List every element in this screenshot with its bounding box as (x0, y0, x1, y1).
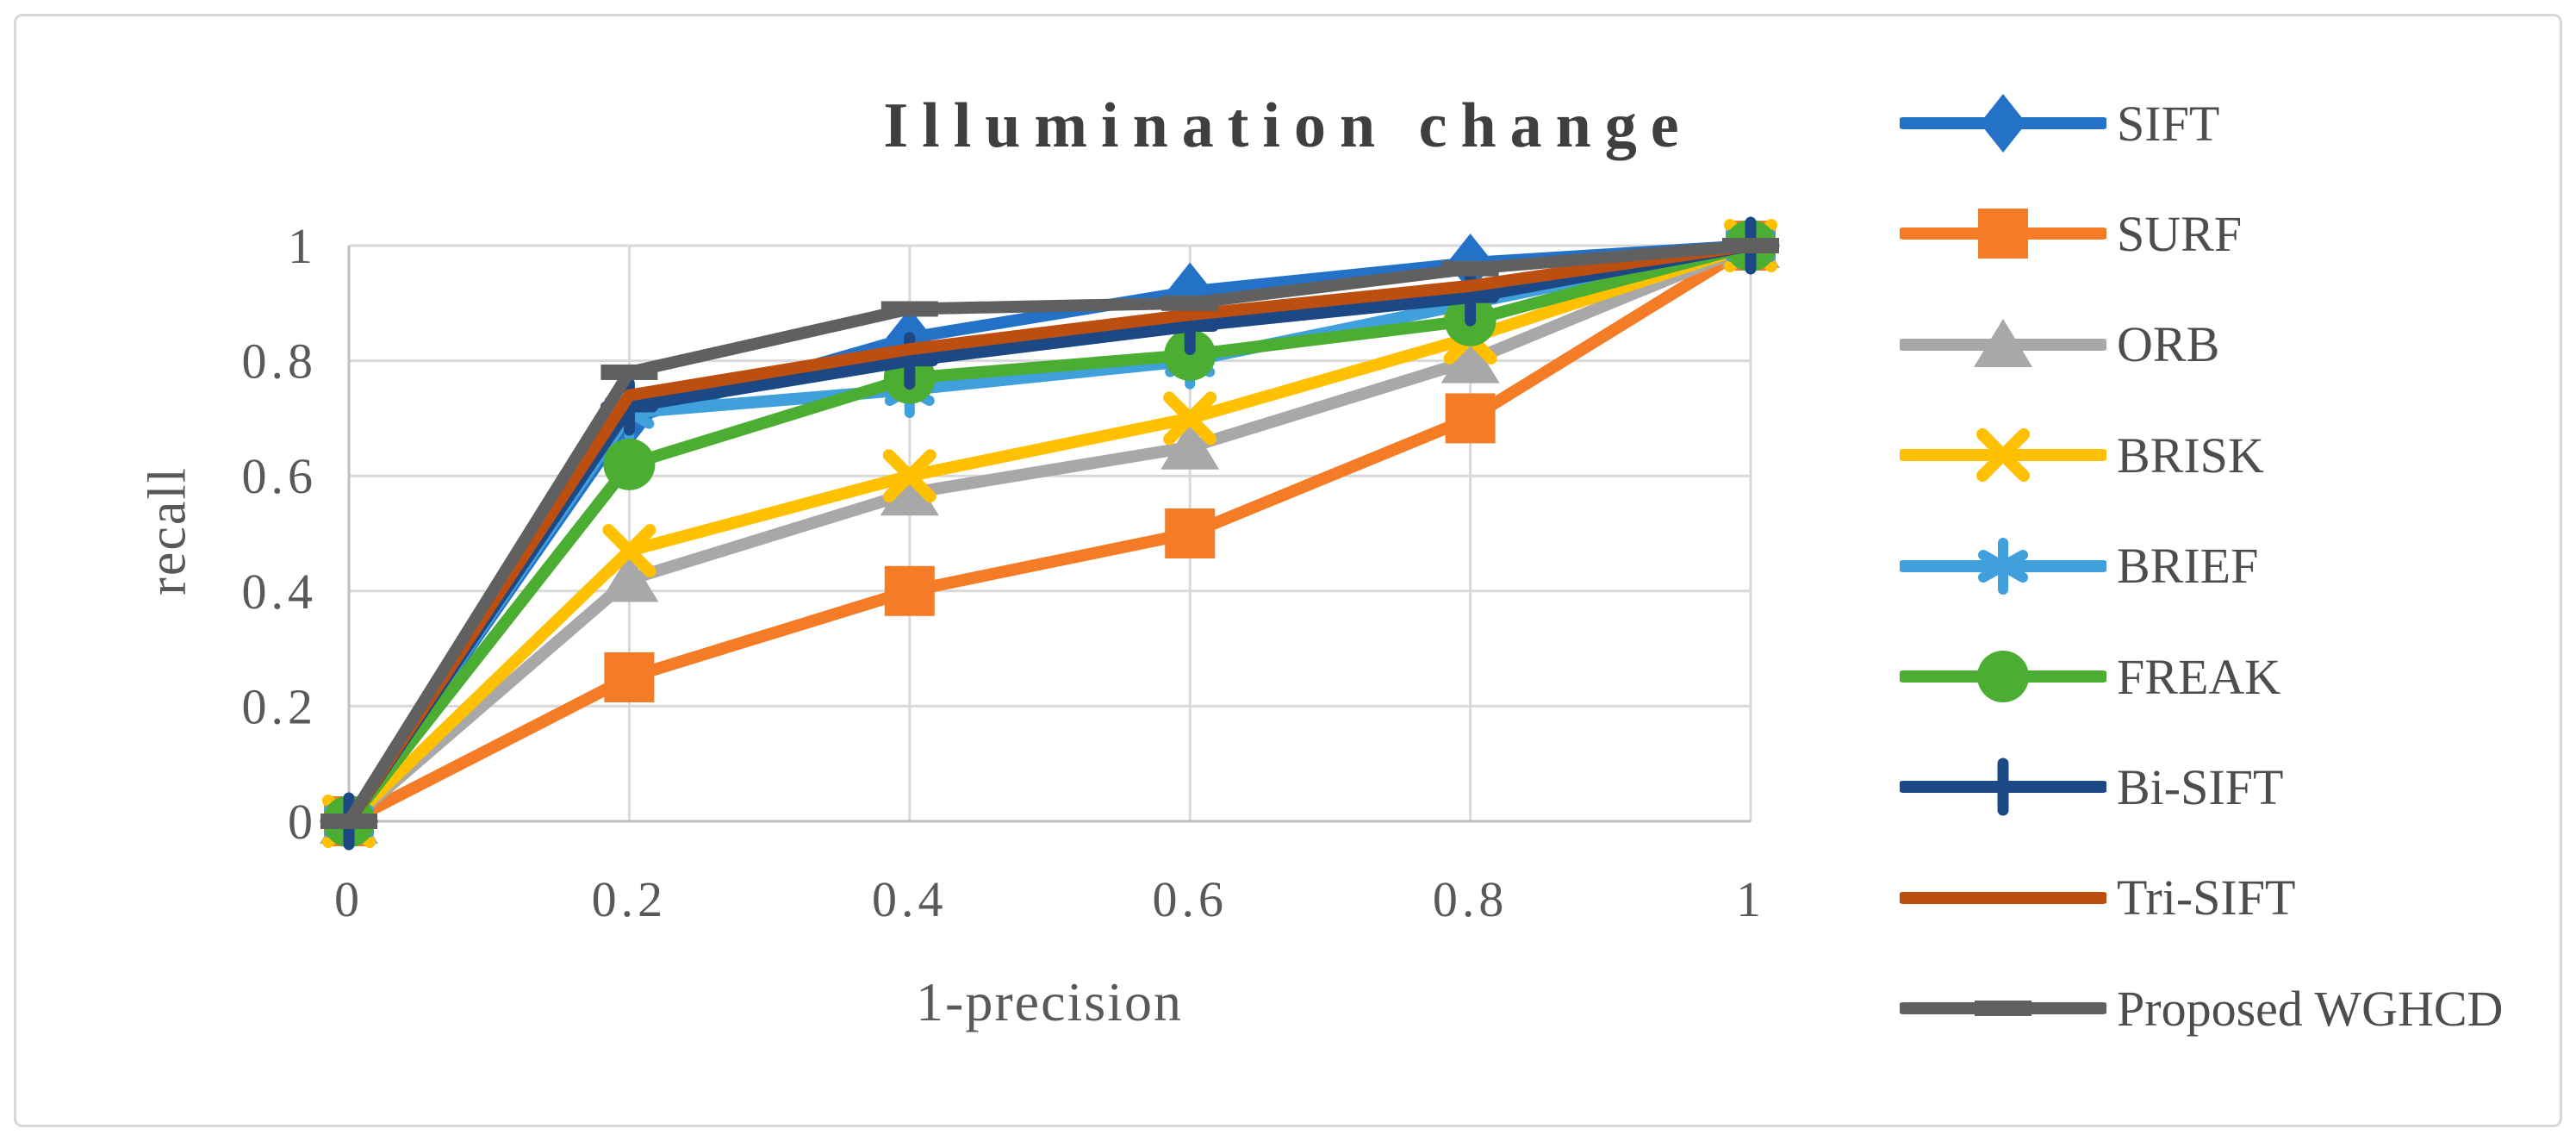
marker-dash (600, 364, 658, 380)
marker-dash (1722, 238, 1779, 253)
marker-triangle (1160, 421, 1220, 470)
series-line (343, 240, 1757, 827)
x-axis-title: 1-precision (916, 971, 1183, 1032)
marker-dash (880, 301, 938, 317)
marker-circle (603, 438, 656, 490)
x-tick-label: 0.2 (592, 871, 668, 927)
x-tick-label: 0 (334, 871, 364, 927)
marker-dash (1161, 295, 1219, 311)
y-tick-label: 0.2 (242, 678, 318, 734)
tick-labels: 0 0.2 0.4 0.6 0.8 1 0 0.2 0.4 0.6 0.8 1 (242, 218, 1765, 927)
marker-x (602, 524, 656, 578)
marker-square (604, 652, 655, 702)
marker-triangle (1440, 334, 1500, 383)
marker-triangle (600, 553, 659, 602)
x-tick-label: 0.8 (1433, 871, 1509, 927)
y-tick-label: 1 (288, 218, 317, 274)
marker-dash (320, 814, 377, 829)
y-tick-label: 0.4 (242, 564, 318, 620)
x-tick-label: 0.6 (1152, 871, 1228, 927)
axes (347, 246, 1751, 823)
series-Tri-SIFT (343, 240, 1757, 827)
y-tick-label: 0 (288, 794, 317, 850)
series-line (343, 240, 1757, 827)
y-tick-label: 0.8 (242, 334, 318, 390)
series-line (343, 240, 1757, 827)
x-tick-label: 0.4 (872, 871, 948, 927)
marker-x (882, 449, 936, 503)
series-line (343, 240, 1757, 827)
marker-square (1445, 393, 1496, 444)
marker-square (884, 565, 935, 616)
y-axis-title: recall (138, 466, 197, 595)
marker-square (1165, 508, 1216, 558)
marker-x (1163, 391, 1217, 446)
marker-triangle (880, 467, 939, 516)
y-tick-label: 0.6 (242, 448, 318, 504)
x-tick-label: 1 (1736, 871, 1765, 927)
marker-dash (1441, 260, 1499, 277)
chart-title: Illumination change (883, 90, 1693, 161)
series-line (343, 240, 1757, 827)
series-Proposed WGHCD (320, 238, 1779, 829)
series-line (343, 240, 1757, 827)
